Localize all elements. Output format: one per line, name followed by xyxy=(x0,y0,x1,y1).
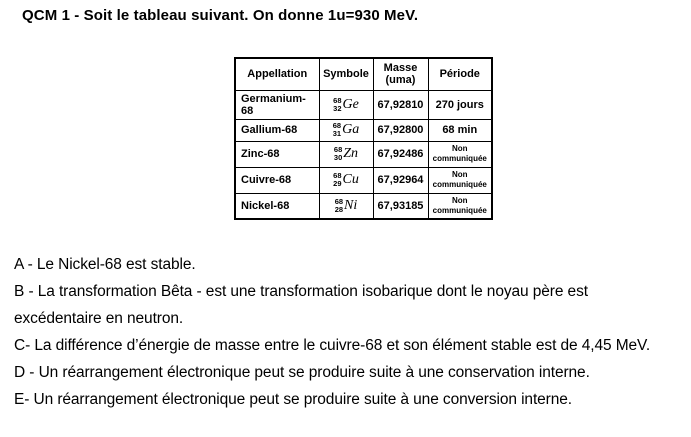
symbole-cell: 68 31 Ga xyxy=(318,118,374,142)
column-header-periode: Période xyxy=(427,57,493,91)
mass-number: 68 xyxy=(333,145,343,155)
atomic-number: 32 xyxy=(333,103,342,113)
table-row-cuivre: Cuivre-68 68 29 Cu 67,92964 Non communiqué… xyxy=(234,166,493,194)
periode-cell: 68 min xyxy=(427,118,493,142)
question-title: QCM 1 - Soit le tableau suivant. On donn… xyxy=(22,7,419,24)
table-head: Appellation Symbole Masse (uma) Période xyxy=(234,57,493,91)
answer-options: A - Le Nickel-68 est stable. B - La tran… xyxy=(14,251,674,413)
mass-number: 68 xyxy=(334,196,344,206)
nuclide-numbers: 68 30 xyxy=(334,146,342,162)
periode-cell: 270 jours xyxy=(427,89,493,120)
table-row-germanium: Germanium-68 68 32 Ge 67,92810 270 jours xyxy=(234,89,493,120)
element-symbol: Ni xyxy=(344,197,358,213)
atomic-number: 30 xyxy=(333,153,343,162)
table-header-row: Appellation Symbole Masse (uma) Période xyxy=(234,57,493,91)
nuclide-numbers: 68 32 xyxy=(333,95,342,113)
masse-cell: 67,92810 xyxy=(372,89,429,120)
table-row-gallium: Gallium-68 68 31 Ga 67,92800 68 min xyxy=(234,118,493,142)
column-header-masse: Masse (uma) xyxy=(372,57,429,91)
appellation-cell: Nickel-68 xyxy=(234,192,320,220)
masse-cell: 67,92800 xyxy=(372,118,429,142)
masse-cell: 67,92486 xyxy=(372,140,429,168)
nuclide-numbers: 68 31 xyxy=(333,122,341,138)
column-header-symbole: Symbole xyxy=(318,57,374,91)
element-symbol: Ga xyxy=(342,122,360,137)
nuclide-symbol: 68 28 Ni xyxy=(334,196,358,214)
atomic-number: 28 xyxy=(334,204,344,214)
symbole-cell: 68 29 Cu xyxy=(318,166,374,194)
mass-number: 68 xyxy=(332,121,342,131)
nuclide-numbers: 68 29 xyxy=(333,172,341,188)
nuclide-numbers: 68 28 xyxy=(334,196,344,214)
mass-number: 68 xyxy=(333,95,342,105)
periode-cell: Non communiquée xyxy=(427,166,493,194)
appellation-cell: Cuivre-68 xyxy=(234,166,320,194)
nuclide-symbol: 68 30 Zn xyxy=(334,146,358,162)
symbole-cell: 68 28 Ni xyxy=(318,192,374,220)
table-body: Germanium-68 68 32 Ge 67,92810 270 jours G… xyxy=(234,89,493,220)
table-row-zinc: Zinc-68 68 30 Zn 67,92486 Non communiquée xyxy=(234,140,493,168)
column-header-appellation: Appellation xyxy=(234,57,320,91)
masse-cell: 67,92964 xyxy=(372,166,429,194)
appellation-cell: Germanium-68 xyxy=(234,89,320,120)
option-a: A - Le Nickel-68 est stable. xyxy=(14,256,196,273)
nuclide-table: Appellation Symbole Masse (uma) Période … xyxy=(234,57,493,220)
element-symbol: Zn xyxy=(343,146,359,161)
masse-cell: 67,93185 xyxy=(372,192,429,220)
element-symbol: Cu xyxy=(342,172,359,187)
option-e: E- Un réarrangement électronique peut se… xyxy=(14,391,572,408)
symbole-cell: 68 30 Zn xyxy=(318,140,374,168)
nuclide-symbol: 68 32 Ge xyxy=(333,95,359,113)
appellation-cell: Zinc-68 xyxy=(234,140,320,168)
option-d: D - Un réarrangement électronique peut s… xyxy=(14,364,590,381)
atomic-number: 31 xyxy=(332,129,342,138)
periode-cell: Non communiquée xyxy=(427,192,493,220)
appellation-cell: Gallium-68 xyxy=(234,118,320,142)
nuclide-symbol: 68 29 Cu xyxy=(333,172,359,188)
periode-cell: Non communiquée xyxy=(427,140,493,168)
symbole-cell: 68 32 Ge xyxy=(318,89,374,120)
element-symbol: Ge xyxy=(342,96,359,112)
atomic-number: 29 xyxy=(333,179,342,188)
mass-number: 68 xyxy=(333,171,342,181)
nuclide-symbol: 68 31 Ga xyxy=(333,122,359,138)
table-row-nickel: Nickel-68 68 28 Ni 67,93185 Non communiqué… xyxy=(234,192,493,220)
option-b: B - La transformation Bêta - est une tra… xyxy=(14,283,588,327)
option-c: C- La différence d’énergie de masse entr… xyxy=(14,337,651,354)
